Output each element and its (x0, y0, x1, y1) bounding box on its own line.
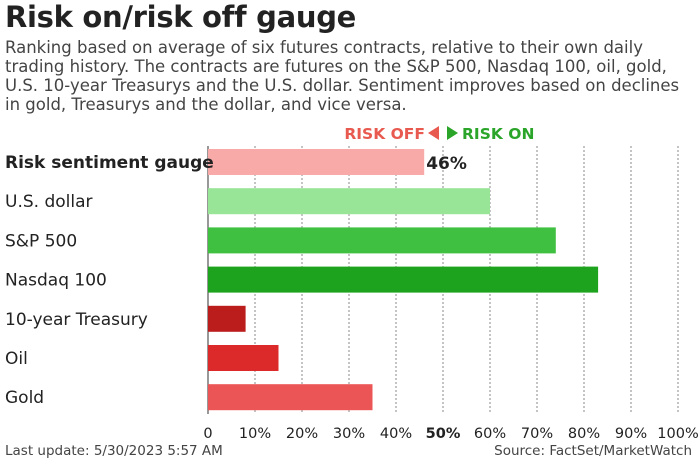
bar-oil (208, 345, 279, 371)
source-credit: Source: FactSet/MarketWatch (494, 443, 692, 459)
bar-s-p-500 (208, 227, 556, 254)
chart-title: Risk on/risk off gauge (5, 0, 357, 34)
bar-nasdaq-100 (208, 266, 599, 293)
value-label-risk-sentiment-gauge: 46% (426, 154, 467, 174)
x-tick-label-60: 60% (474, 426, 506, 442)
risk-off-label: RISK OFF (344, 125, 425, 143)
bar-risk-sentiment-gauge (208, 149, 425, 175)
bar-10-year-treasury (208, 305, 246, 332)
category-label-gold: Gold (5, 388, 44, 408)
category-label-risk-sentiment-gauge: Risk sentiment gauge (5, 153, 214, 173)
category-label-oil: Oil (5, 349, 28, 369)
bar-gold (208, 384, 373, 411)
x-tick-label-40: 40% (380, 426, 412, 442)
x-tick-label-30: 30% (333, 426, 365, 442)
category-label-s-p-500: S&P 500 (5, 231, 77, 251)
category-label-u-s-dollar: U.S. dollar (5, 192, 93, 212)
category-labels: Risk sentiment gauge 46% U.S. dollar S&P 50… (5, 153, 467, 408)
x-tick-label-90: 90% (615, 426, 647, 442)
risk-on-arrow-icon (447, 126, 458, 140)
x-axis-ticks: 0 10% 20% 30% 40% 50% 60% 70% 80% 90% 100% (203, 426, 698, 442)
category-label-nasdaq-100: Nasdaq 100 (5, 271, 107, 291)
category-label-10-year-treasury: 10-year Treasury (5, 310, 148, 330)
x-tick-label-50: 50% (426, 426, 461, 442)
risk-off-arrow-icon (428, 126, 439, 140)
bar-u-s-dollar (208, 188, 490, 215)
risk-legend: RISK OFF RISK ON (344, 125, 534, 143)
x-tick-label-100: 100% (657, 426, 698, 442)
x-tick-label-0: 0 (203, 426, 212, 442)
chart-subtitle: Ranking based on average of six futures … (5, 38, 680, 114)
x-tick-label-70: 70% (521, 426, 553, 442)
bars (208, 149, 599, 411)
x-tick-label-10: 10% (239, 426, 271, 442)
last-update: Last update: 5/30/2023 5:57 AM (5, 443, 223, 459)
x-tick-label-20: 20% (286, 426, 318, 442)
x-tick-label-80: 80% (568, 426, 600, 442)
risk-on-label: RISK ON (462, 125, 534, 143)
